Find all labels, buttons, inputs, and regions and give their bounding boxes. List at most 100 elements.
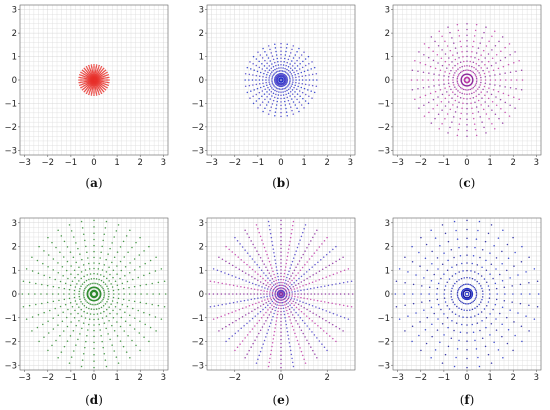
data-point	[270, 287, 273, 289]
data-point	[296, 339, 299, 342]
x-tick-label: 3	[534, 158, 539, 168]
data-point	[411, 245, 413, 248]
data-point	[93, 69, 95, 71]
data-point	[257, 227, 259, 230]
y-tick-label: 2	[199, 243, 204, 253]
data-point	[275, 107, 277, 110]
data-point	[85, 76, 87, 78]
data-point	[109, 312, 111, 315]
data-point	[302, 97, 304, 100]
data-point	[311, 281, 314, 283]
data-point	[47, 320, 49, 322]
data-point	[454, 93, 456, 96]
data-point	[418, 251, 420, 254]
data-point	[257, 289, 259, 291]
data-point	[462, 55, 464, 58]
data-point	[466, 324, 468, 326]
data-point	[250, 90, 252, 92]
data-point	[492, 308, 494, 311]
data-point	[513, 61, 515, 64]
data-point	[295, 274, 297, 277]
data-point	[88, 323, 90, 326]
data-point	[97, 89, 99, 92]
data-point	[458, 279, 460, 281]
data-point	[225, 340, 227, 343]
data-point	[300, 86, 303, 89]
data-point	[283, 70, 285, 73]
data-point	[87, 78, 89, 80]
data-point	[282, 64, 285, 66]
data-point	[289, 90, 292, 93]
data-point	[70, 230, 73, 232]
data-point	[280, 104, 282, 107]
data-point	[323, 301, 326, 303]
data-point	[258, 66, 261, 69]
data-point	[137, 276, 139, 279]
data-point	[95, 64, 98, 66]
data-point	[315, 72, 318, 75]
data-point	[95, 65, 98, 68]
data-point	[120, 269, 123, 272]
data-point	[404, 304, 406, 306]
inner-ring	[463, 76, 471, 84]
data-point	[283, 57, 286, 60]
data-point	[484, 57, 486, 59]
x-tick-label: −1	[252, 158, 265, 168]
data-point	[453, 329, 455, 332]
data-point	[478, 86, 480, 88]
data-point	[244, 357, 246, 359]
data-point	[475, 82, 477, 85]
data-point	[489, 252, 491, 254]
data-point	[517, 274, 519, 276]
data-point	[302, 354, 304, 357]
data-point	[155, 256, 157, 258]
data-point	[292, 77, 294, 79]
data-point	[466, 45, 468, 47]
data-point	[503, 286, 506, 288]
data-point	[38, 340, 40, 343]
data-point	[461, 70, 463, 73]
data-point	[291, 83, 294, 85]
data-point	[457, 75, 459, 78]
data-point	[102, 80, 105, 83]
data-point	[260, 316, 263, 319]
data-point	[303, 273, 305, 275]
data-point	[231, 264, 234, 267]
data-point	[528, 256, 530, 258]
data-point	[93, 335, 95, 338]
data-point	[274, 43, 276, 45]
data-point	[241, 270, 244, 272]
data-point	[269, 232, 272, 235]
data-point	[86, 251, 88, 254]
y-tick-label: 2	[199, 29, 204, 39]
data-point	[470, 316, 472, 318]
data-point	[275, 285, 278, 288]
x-tick-label: 2	[138, 158, 143, 168]
data-point	[82, 72, 85, 75]
data-point	[426, 316, 428, 319]
data-point	[432, 50, 434, 52]
data-point	[88, 93, 90, 96]
data-point	[91, 70, 94, 73]
data-point	[490, 323, 493, 325]
data-point	[267, 101, 270, 103]
data-point	[509, 87, 512, 89]
data-point	[135, 241, 137, 244]
data-point	[80, 83, 82, 86]
y-tick-label: −2	[377, 123, 390, 133]
data-point	[213, 305, 216, 307]
data-point	[117, 224, 120, 226]
data-point	[280, 72, 282, 75]
data-point	[31, 256, 33, 258]
data-point	[484, 240, 487, 243]
data-point	[227, 273, 230, 276]
data-point	[286, 276, 288, 279]
data-point	[280, 304, 282, 307]
data-point	[291, 98, 293, 100]
data-point	[63, 240, 66, 243]
data-point	[474, 246, 476, 249]
data-point	[90, 65, 93, 68]
data-point	[451, 275, 454, 277]
data-point	[57, 314, 60, 316]
